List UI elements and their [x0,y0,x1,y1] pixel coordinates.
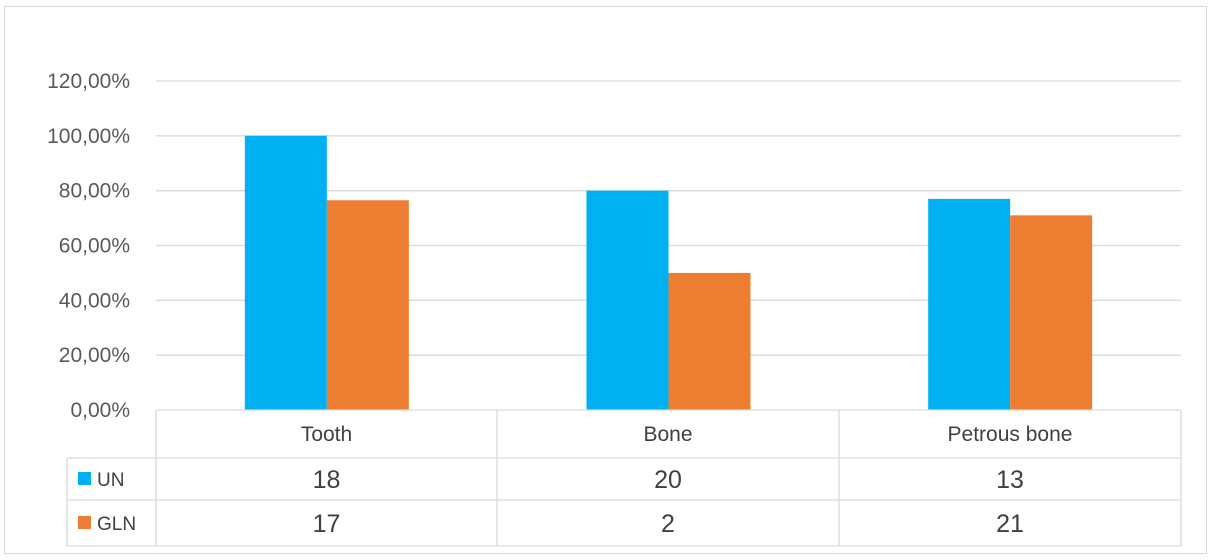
y-tick-label: 20,00% [59,344,130,367]
y-tick-label: 40,00% [59,289,130,312]
y-tick-label: 60,00% [59,235,130,258]
y-tick-label: 0,00% [70,399,130,422]
category-label: Petrous bone [948,423,1073,446]
category-label: Bone [643,423,692,446]
y-tick-label: 100,00% [47,125,130,148]
bar-un-tooth [244,135,327,411]
y-tick-label: 120,00% [47,70,130,93]
table-cell-value: 13 [996,466,1024,494]
bar-un-petrous-bone [928,198,1011,410]
legend-label-un: UN [97,470,124,491]
category-label: Tooth [301,423,352,446]
data-table-rows: UN 18 20 13 GLN 17 2 21 [78,466,1024,538]
legend-label-gln: GLN [97,514,136,535]
category-labels: Tooth Bone Petrous bone [301,423,1073,446]
bars [244,135,1093,411]
data-table-grid [66,409,1182,547]
bar-un-bone [586,190,669,410]
legend-swatch-un [78,472,91,485]
y-tick-label: 80,00% [59,180,130,203]
table-cell-value: 17 [313,510,341,538]
table-cell-value: 20 [654,466,682,494]
bar-gln-petrous-bone [1010,215,1093,410]
legend-swatch-gln [78,516,91,529]
bar-gln-tooth [326,200,409,410]
table-cell-value: 21 [996,510,1024,538]
chart-frame [4,6,1207,554]
bar-gln-bone [668,272,751,410]
table-cell-value: 2 [661,510,675,538]
y-axis-tick-labels: 0,00% 20,00% 40,00% 60,00% 80,00% 100,00% 120,… [47,70,130,422]
table-cell-value: 18 [313,466,341,494]
